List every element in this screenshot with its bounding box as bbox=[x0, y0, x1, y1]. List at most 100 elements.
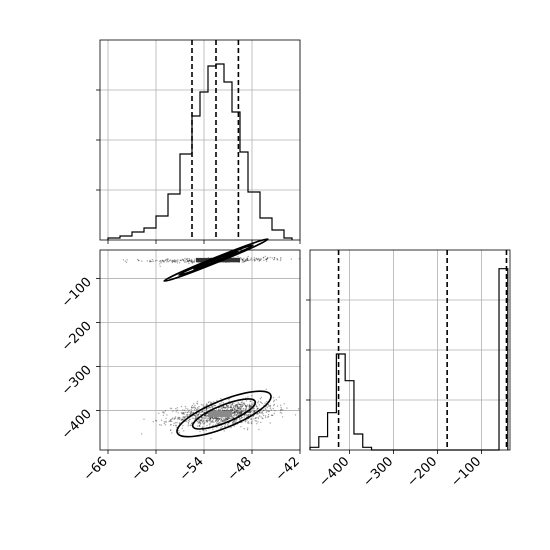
scatter-point bbox=[276, 258, 278, 260]
scatter-point bbox=[228, 417, 230, 420]
scatter-point bbox=[242, 259, 244, 261]
scatter-point bbox=[248, 414, 250, 416]
scatter-point bbox=[206, 420, 208, 423]
scatter-point bbox=[237, 403, 239, 405]
scatter-point bbox=[212, 420, 214, 422]
scatter-point bbox=[244, 414, 246, 417]
x-tick-label: −42 bbox=[273, 454, 303, 484]
scatter-point bbox=[217, 419, 220, 421]
scatter-point bbox=[199, 422, 201, 424]
scatter-point bbox=[236, 414, 238, 416]
scatter-point bbox=[194, 260, 196, 262]
scatter-point bbox=[255, 257, 257, 259]
scatter-point bbox=[234, 412, 236, 414]
scatter-point bbox=[201, 411, 203, 413]
scatter-point bbox=[271, 414, 273, 416]
scatter-point bbox=[231, 409, 233, 412]
scatter-point bbox=[226, 418, 228, 420]
scatter-point bbox=[246, 419, 248, 421]
scatter-point bbox=[220, 417, 222, 419]
scatter-point bbox=[227, 418, 229, 420]
scatter-point bbox=[247, 427, 249, 429]
scatter-point bbox=[190, 410, 192, 412]
scatter-point bbox=[239, 407, 241, 409]
scatter-point bbox=[232, 412, 235, 414]
scatter-point bbox=[208, 420, 210, 422]
scatter-point bbox=[227, 423, 229, 425]
scatter-point bbox=[232, 414, 235, 417]
scatter-point bbox=[169, 424, 172, 426]
scatter-point bbox=[205, 414, 207, 417]
scatter-point bbox=[194, 407, 196, 409]
scatter-point bbox=[233, 402, 235, 404]
scatter-point bbox=[245, 259, 247, 261]
scatter-point bbox=[170, 419, 172, 421]
scatter-point bbox=[239, 404, 241, 406]
scatter-point bbox=[198, 418, 201, 420]
scatter-point bbox=[165, 417, 167, 420]
contour-line bbox=[192, 250, 240, 270]
scatter-point bbox=[191, 262, 194, 264]
scatter-point bbox=[195, 414, 197, 416]
scatter-point bbox=[190, 412, 192, 414]
scatter-point bbox=[236, 419, 238, 421]
scatter-point bbox=[179, 418, 181, 421]
scatter-point bbox=[223, 419, 225, 421]
scatter-point bbox=[208, 418, 211, 420]
scatter-point bbox=[203, 417, 205, 419]
scatter-point bbox=[184, 405, 187, 408]
scatter-point bbox=[190, 412, 192, 414]
scatter-point bbox=[222, 409, 224, 411]
scatter-point bbox=[244, 259, 246, 261]
scatter-point bbox=[211, 405, 213, 407]
scatter-point bbox=[272, 414, 274, 417]
scatter-point bbox=[236, 409, 239, 411]
scatter-point bbox=[163, 422, 165, 425]
scatter-point bbox=[136, 258, 139, 261]
scatter-point bbox=[235, 419, 238, 421]
scatter-point bbox=[167, 258, 169, 260]
scatter-point bbox=[160, 419, 163, 421]
scatter-point bbox=[233, 425, 235, 427]
scatter-point bbox=[231, 412, 234, 415]
scatter-point bbox=[206, 415, 209, 417]
scatter-point bbox=[246, 404, 249, 406]
contour-line bbox=[191, 398, 257, 430]
scatter-point bbox=[244, 405, 247, 407]
scatter-point bbox=[227, 422, 230, 424]
scatter-point bbox=[280, 408, 282, 411]
scatter-point bbox=[223, 430, 225, 432]
scatter-point bbox=[274, 410, 276, 412]
scatter-point bbox=[251, 395, 253, 397]
y-tick-label: −100 bbox=[59, 275, 95, 311]
scatter-point bbox=[237, 413, 239, 415]
scatter-point bbox=[216, 399, 218, 402]
scatter-point bbox=[174, 416, 177, 418]
scatter-point bbox=[279, 404, 282, 406]
scatter-point bbox=[228, 417, 230, 419]
scatter-point bbox=[241, 401, 244, 403]
scatter-point bbox=[254, 417, 257, 419]
scatter-point bbox=[236, 406, 238, 408]
scatter-point bbox=[262, 257, 265, 259]
scatter-point bbox=[255, 258, 258, 260]
scatter-point bbox=[280, 412, 283, 414]
scatter-point bbox=[227, 406, 229, 408]
scatter-point bbox=[217, 417, 220, 419]
scatter-point bbox=[209, 420, 211, 422]
scatter-point bbox=[181, 418, 183, 421]
scatter-point bbox=[161, 260, 163, 262]
scatter-point bbox=[244, 259, 247, 261]
scatter-point bbox=[154, 260, 157, 262]
scatter-point bbox=[208, 406, 210, 408]
scatter-point bbox=[211, 421, 214, 423]
scatter-point bbox=[122, 259, 125, 261]
scatter-point bbox=[170, 429, 172, 431]
scatter-point bbox=[248, 403, 251, 406]
scatter-point bbox=[250, 418, 253, 420]
scatter-point bbox=[169, 420, 172, 422]
scatter-point bbox=[257, 413, 259, 415]
scatter-point bbox=[253, 411, 255, 414]
scatter-point bbox=[191, 406, 193, 408]
